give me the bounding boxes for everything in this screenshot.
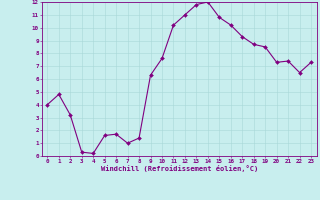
X-axis label: Windchill (Refroidissement éolien,°C): Windchill (Refroidissement éolien,°C) [100,165,258,172]
